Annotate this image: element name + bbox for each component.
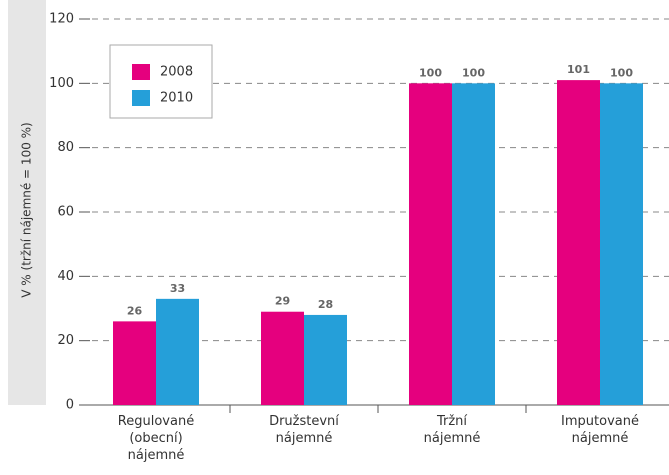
bar xyxy=(452,83,495,405)
y-axis-label: V % (tržní nájemné = 100 %) xyxy=(20,122,34,297)
value-label: 100 xyxy=(419,66,442,79)
bar xyxy=(557,80,600,405)
y-tick-label: 60 xyxy=(57,205,74,220)
value-label: 101 xyxy=(567,63,590,76)
bar xyxy=(409,83,452,405)
legend-swatch xyxy=(132,90,150,106)
value-label: 26 xyxy=(127,304,143,317)
legend-label: 2010 xyxy=(160,91,193,106)
bar xyxy=(304,314,347,405)
bar xyxy=(156,298,199,405)
y-tick-label: 20 xyxy=(57,333,74,348)
value-label: 33 xyxy=(170,282,185,295)
legend-label: 2008 xyxy=(160,65,193,80)
x-tick-label: Regulované (obecní) nájemné xyxy=(118,414,194,463)
legend-swatch xyxy=(132,64,150,80)
legend-box xyxy=(109,44,213,119)
bar xyxy=(113,321,156,405)
y-tick-label: 120 xyxy=(49,12,74,27)
bar xyxy=(261,311,304,405)
value-label: 29 xyxy=(275,295,290,308)
x-tick-label: Tržní nájemné xyxy=(424,414,481,446)
value-label: 100 xyxy=(610,66,633,79)
value-label: 100 xyxy=(462,66,485,79)
x-tick-label: Imputované nájemné xyxy=(561,414,639,446)
bar xyxy=(600,83,643,405)
y-tick-label: 0 xyxy=(66,398,74,413)
y-tick-label: 80 xyxy=(57,140,74,155)
y-label-band xyxy=(8,0,46,405)
y-tick-label: 40 xyxy=(57,269,74,284)
value-label: 28 xyxy=(318,298,333,311)
x-tick-label: Družstevní nájemné xyxy=(269,414,339,446)
y-tick-label: 100 xyxy=(49,76,74,91)
